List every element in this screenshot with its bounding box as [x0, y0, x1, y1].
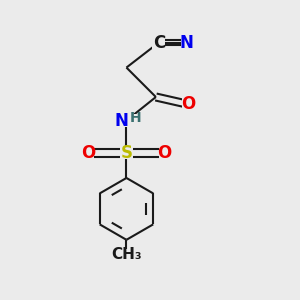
Text: O: O [81, 144, 95, 162]
Text: O: O [181, 95, 195, 113]
Text: H: H [130, 111, 142, 125]
Text: N: N [114, 112, 128, 130]
Text: C: C [153, 34, 165, 52]
Text: N: N [180, 34, 194, 52]
Bar [152, 36, 166, 49]
Bar [82, 147, 94, 159]
Text: S: S [120, 144, 132, 162]
Bar [182, 98, 194, 110]
Text: CH₃: CH₃ [111, 247, 142, 262]
Text: O: O [158, 144, 172, 162]
Bar [116, 249, 137, 260]
Bar [114, 114, 139, 127]
Bar [181, 36, 193, 49]
Bar [120, 147, 133, 159]
Bar [158, 147, 171, 159]
